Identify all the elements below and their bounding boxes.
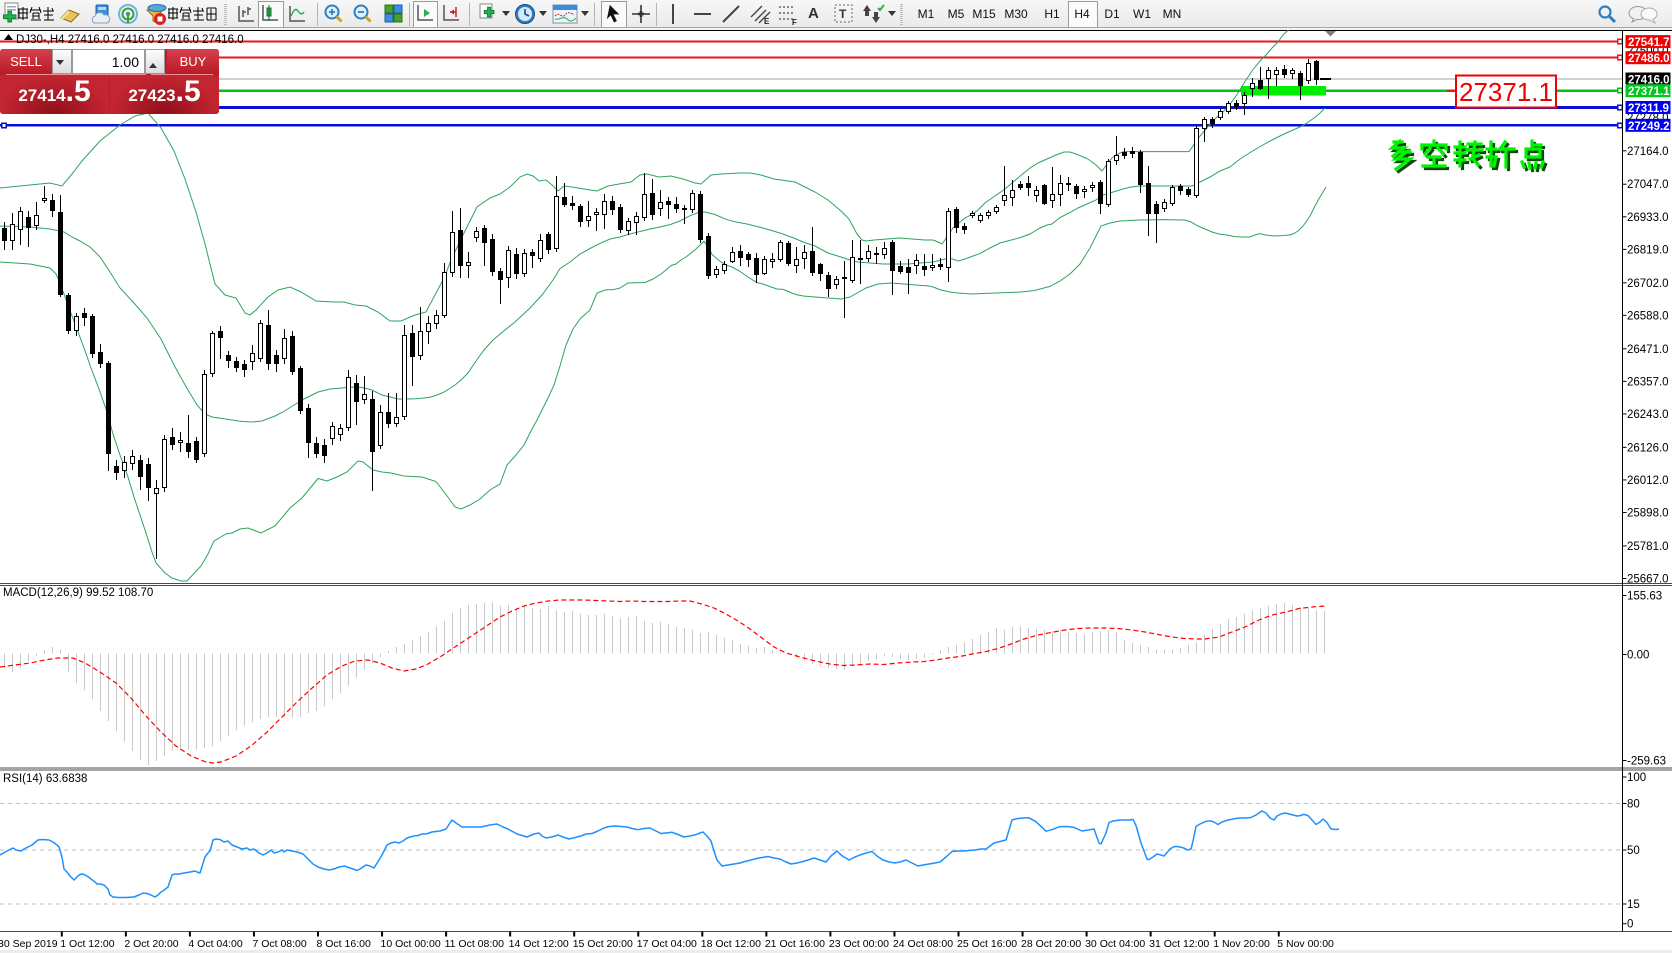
- svg-text:17 Oct 04:00: 17 Oct 04:00: [637, 938, 697, 950]
- svg-text:26357.0: 26357.0: [1627, 376, 1669, 388]
- svg-text:26819.0: 26819.0: [1627, 244, 1669, 256]
- svg-text:14 Oct 12:00: 14 Oct 12:00: [509, 938, 569, 950]
- svg-text:25 Oct 16:00: 25 Oct 16:00: [957, 938, 1017, 950]
- svg-text:31 Oct 12:00: 31 Oct 12:00: [1149, 938, 1209, 950]
- svg-text:MACD(12,26,9) 99.52 108.70: MACD(12,26,9) 99.52 108.70: [3, 587, 153, 599]
- svg-text:1 Nov 20:00: 1 Nov 20:00: [1213, 938, 1270, 950]
- svg-text:28 Oct 20:00: 28 Oct 20:00: [1021, 938, 1081, 950]
- svg-text:10 Oct 00:00: 10 Oct 00:00: [381, 938, 441, 950]
- svg-text:11 Oct 08:00: 11 Oct 08:00: [445, 938, 505, 950]
- svg-text:100: 100: [1627, 772, 1646, 784]
- svg-text:24 Oct 08:00: 24 Oct 08:00: [893, 938, 953, 950]
- svg-text:25898.0: 25898.0: [1627, 508, 1669, 520]
- svg-text:2 Oct 20:00: 2 Oct 20:00: [124, 938, 178, 950]
- svg-text:27249.2: 27249.2: [1628, 121, 1670, 133]
- svg-text:50: 50: [1627, 845, 1640, 857]
- svg-text:27047.0: 27047.0: [1627, 179, 1669, 191]
- svg-text:80: 80: [1627, 799, 1640, 811]
- svg-text:25667.0: 25667.0: [1627, 574, 1669, 586]
- svg-text:7 Oct 08:00: 7 Oct 08:00: [252, 938, 306, 950]
- svg-text:T: T: [839, 7, 847, 21]
- svg-text:26243.0: 26243.0: [1627, 409, 1669, 421]
- svg-text:30 Sep 2019: 30 Sep 2019: [0, 938, 58, 950]
- svg-text:27416.0: 27416.0: [1628, 75, 1670, 87]
- svg-text:18 Oct 12:00: 18 Oct 12:00: [701, 938, 761, 950]
- svg-text:27541.7: 27541.7: [1628, 37, 1670, 49]
- svg-text:26126.0: 26126.0: [1627, 442, 1669, 454]
- svg-text:15 Oct 20:00: 15 Oct 20:00: [573, 938, 633, 950]
- svg-text:8 Oct 16:00: 8 Oct 16:00: [317, 938, 371, 950]
- svg-text:27311.9: 27311.9: [1628, 103, 1669, 115]
- svg-text:26933.0: 26933.0: [1627, 212, 1669, 224]
- svg-text:DJ30-,H4 27416.0 27416.0 2741: DJ30-,H4 27416.0 27416.0 27416.0 27416.0: [16, 34, 244, 46]
- svg-text:21 Oct 16:00: 21 Oct 16:00: [765, 938, 825, 950]
- svg-text:27371.1: 27371.1: [1459, 77, 1553, 107]
- svg-text:5 Nov 00:00: 5 Nov 00:00: [1277, 938, 1334, 950]
- svg-text:F: F: [792, 18, 797, 26]
- svg-text:27371.1: 27371.1: [1628, 86, 1670, 98]
- svg-text:26702.0: 26702.0: [1627, 278, 1669, 290]
- svg-text:27164.0: 27164.0: [1627, 146, 1669, 158]
- svg-text:15: 15: [1627, 899, 1640, 911]
- svg-text:E: E: [764, 17, 770, 26]
- svg-text:26471.0: 26471.0: [1627, 344, 1669, 356]
- svg-text:0.00: 0.00: [1627, 650, 1649, 662]
- svg-text:27486.0: 27486.0: [1628, 53, 1670, 65]
- svg-text:4 Oct 04:00: 4 Oct 04:00: [188, 938, 242, 950]
- svg-text:30 Oct 04:00: 30 Oct 04:00: [1085, 938, 1145, 950]
- svg-text:23 Oct 00:00: 23 Oct 00:00: [829, 938, 889, 950]
- svg-text:0: 0: [1627, 919, 1633, 931]
- svg-text:-259.63: -259.63: [1627, 756, 1666, 768]
- svg-text:26588.0: 26588.0: [1627, 310, 1669, 322]
- svg-text:26012.0: 26012.0: [1627, 475, 1669, 487]
- svg-text:1 Oct 12:00: 1 Oct 12:00: [60, 938, 114, 950]
- svg-text:RSI(14) 63.6838: RSI(14) 63.6838: [3, 773, 87, 785]
- svg-text:155.63: 155.63: [1627, 591, 1662, 603]
- svg-text:25781.0: 25781.0: [1627, 541, 1669, 553]
